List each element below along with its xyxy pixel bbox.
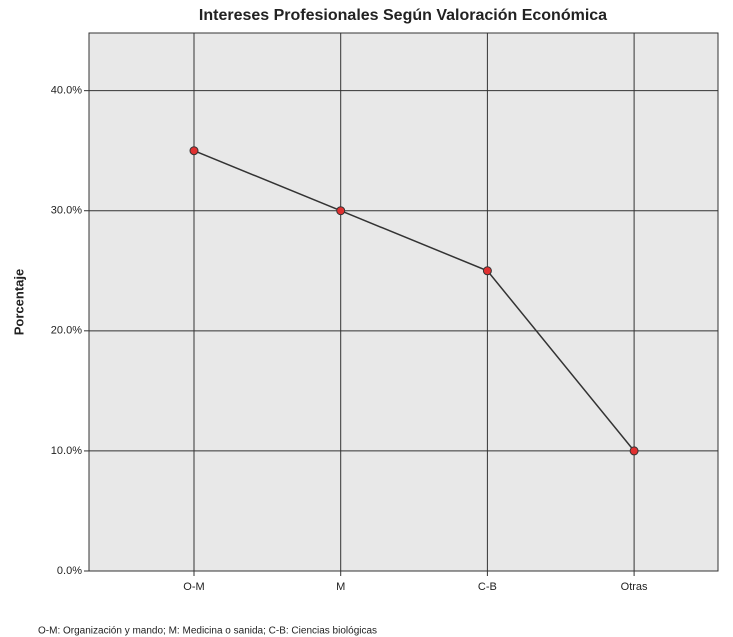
y-axis-label: Porcentaje bbox=[11, 269, 26, 335]
plot-area bbox=[88, 32, 719, 572]
marker bbox=[482, 266, 492, 276]
marker bbox=[189, 146, 199, 156]
y-tick-label: 10.0% bbox=[51, 445, 82, 457]
y-tick-label: 0.0% bbox=[57, 565, 82, 577]
y-tick-label: 20.0% bbox=[51, 325, 82, 337]
note: O-M: Organización y mando; M: Medicina o… bbox=[38, 626, 377, 637]
x-tick-label: O-M bbox=[183, 581, 204, 593]
marker bbox=[629, 446, 639, 456]
chart-title: Intereses Profesionales Según Valoración… bbox=[199, 7, 607, 24]
y-tick-label: 40.0% bbox=[51, 85, 82, 97]
x-tick-label: Otras bbox=[621, 581, 648, 593]
marker bbox=[336, 206, 346, 216]
y-tick-label: 30.0% bbox=[51, 205, 82, 217]
x-tick-label: C-B bbox=[478, 581, 497, 593]
line bbox=[193, 149, 635, 452]
x-tick-label: M bbox=[336, 581, 345, 593]
